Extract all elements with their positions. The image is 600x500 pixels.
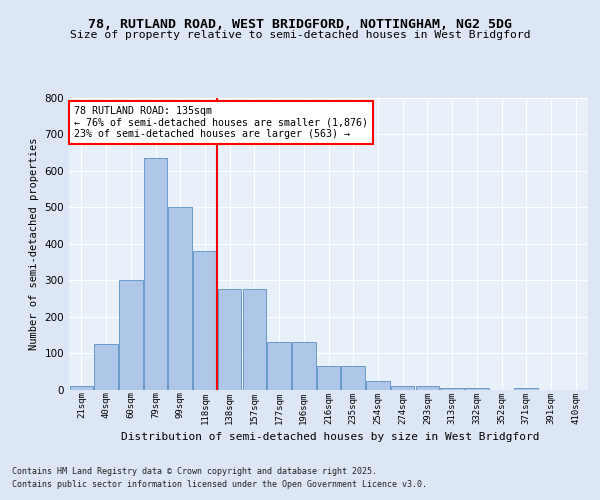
Bar [70,386,93,390]
Text: Distribution of semi-detached houses by size in West Bridgford: Distribution of semi-detached houses by … [121,432,539,442]
Bar [169,207,192,390]
Bar [144,158,167,390]
Text: Contains public sector information licensed under the Open Government Licence v3: Contains public sector information licen… [12,480,427,489]
Bar [242,290,266,390]
Bar [317,366,340,390]
Bar [218,290,241,390]
Bar [193,251,217,390]
Bar [440,388,464,390]
Bar [465,388,488,390]
Bar [416,386,439,390]
Bar [366,381,389,390]
Text: Contains HM Land Registry data © Crown copyright and database right 2025.: Contains HM Land Registry data © Crown c… [12,468,377,476]
Bar [119,280,143,390]
Bar [391,386,415,390]
Bar [514,388,538,390]
Text: 78, RUTLAND ROAD, WEST BRIDGFORD, NOTTINGHAM, NG2 5DG: 78, RUTLAND ROAD, WEST BRIDGFORD, NOTTIN… [88,18,512,30]
Y-axis label: Number of semi-detached properties: Number of semi-detached properties [29,138,39,350]
Text: Size of property relative to semi-detached houses in West Bridgford: Size of property relative to semi-detach… [70,30,530,40]
Bar [268,342,291,390]
Bar [94,344,118,390]
Bar [341,366,365,390]
Text: 78 RUTLAND ROAD: 135sqm
← 76% of semi-detached houses are smaller (1,876)
23% of: 78 RUTLAND ROAD: 135sqm ← 76% of semi-de… [74,106,368,140]
Bar [292,342,316,390]
